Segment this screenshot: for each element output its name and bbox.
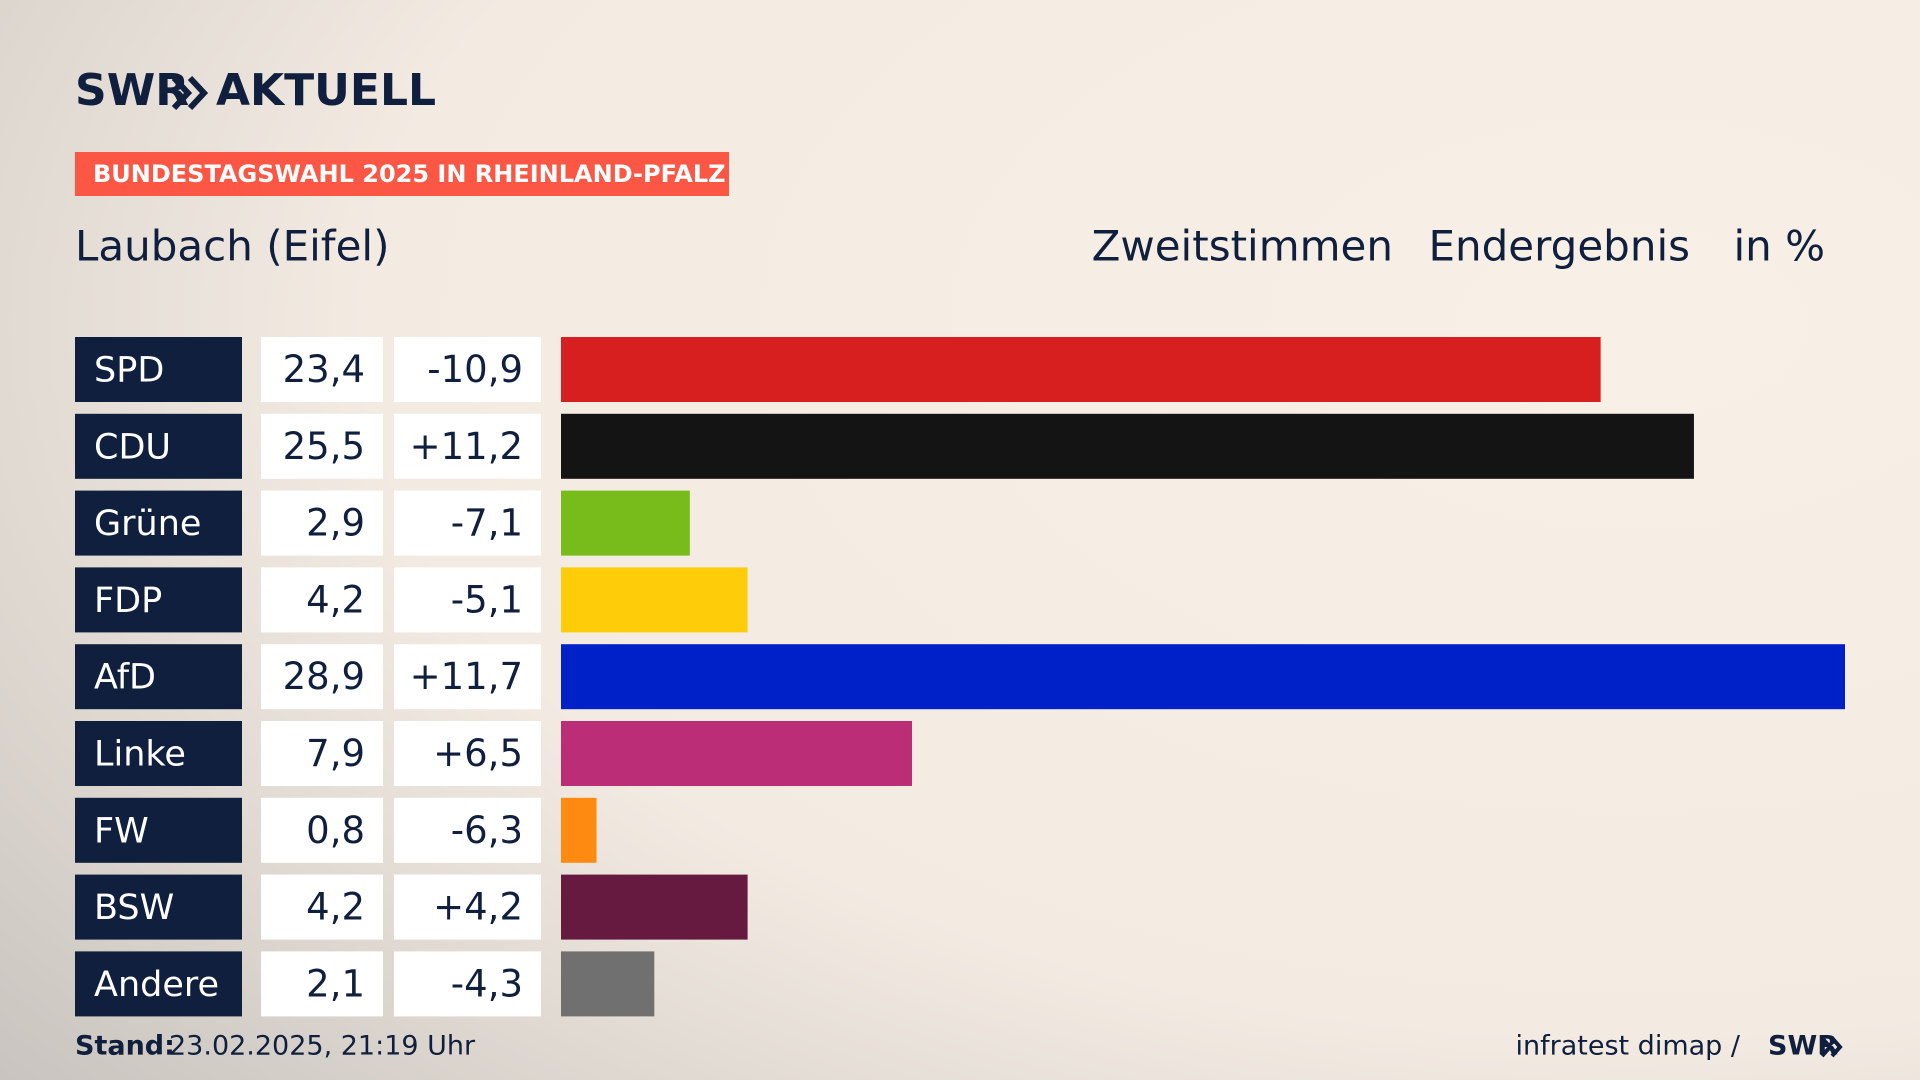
logo-chevrons [171, 75, 209, 111]
change-label: -5,1 [451, 578, 523, 621]
value-box [261, 413, 383, 479]
bar [561, 874, 748, 940]
value-label: 2,9 [306, 502, 365, 545]
change-box [394, 951, 541, 1017]
change-box [394, 567, 541, 633]
value-box [261, 874, 383, 940]
bar [561, 490, 690, 556]
value-label: 2,1 [306, 962, 365, 1005]
bar [561, 644, 1845, 710]
value-label: 7,9 [306, 732, 365, 775]
party-box [75, 721, 242, 786]
party-box [75, 567, 242, 633]
change-box [394, 337, 541, 402]
party-label: Linke [94, 735, 186, 775]
party-label: SPD [94, 351, 164, 391]
value-box [261, 951, 383, 1017]
change-box [394, 413, 541, 479]
value-box [261, 337, 383, 402]
bar [561, 721, 912, 786]
change-label: +4,2 [433, 886, 523, 929]
party-label: Grüne [94, 504, 201, 544]
change-box [394, 644, 541, 710]
badge-text: BUNDESTAGSWAHL 2025 IN RHEINLAND-PFALZ [93, 160, 726, 188]
change-box [394, 721, 541, 786]
change-box [394, 874, 541, 940]
value-label: 4,2 [306, 578, 365, 621]
value-label: 23,4 [283, 348, 365, 391]
value-box [261, 567, 383, 633]
party-box [75, 413, 242, 479]
party-box [75, 644, 242, 710]
subtitle: Zweitstimmen [1092, 222, 1393, 271]
party-box [75, 337, 242, 402]
bar [561, 413, 1694, 479]
subtitle: in % [1733, 222, 1825, 271]
bar [561, 951, 655, 1017]
change-box [394, 797, 541, 863]
value-label: 0,8 [306, 809, 365, 852]
stand-label: Stand: [75, 1031, 175, 1062]
value-label: 25,5 [283, 425, 365, 468]
bar [561, 567, 748, 633]
source: infratest dimap / [1515, 1031, 1740, 1062]
change-box [394, 490, 541, 556]
party-label: CDU [94, 427, 171, 467]
chart-title: Laubach (Eifel) [75, 222, 390, 271]
bar [561, 797, 597, 863]
party-label: FDP [94, 581, 162, 621]
logo: SWR [75, 65, 189, 116]
value-box [261, 721, 383, 786]
party-label: AfD [94, 658, 156, 698]
stand: 23.02.2025, 21:19 Uhr [169, 1031, 476, 1062]
logo-sub: AKTUELL [216, 65, 436, 116]
party-label: BSW [94, 888, 174, 928]
party-box [75, 874, 242, 940]
value-label: 4,2 [306, 886, 365, 929]
change-label: +6,5 [433, 732, 523, 775]
party-label: FW [94, 811, 149, 851]
party-box [75, 951, 242, 1017]
party-label: Andere [94, 965, 219, 1005]
change-label: +11,2 [410, 425, 523, 468]
bar [561, 337, 1601, 402]
change-label: -10,9 [427, 348, 523, 391]
change-label: -6,3 [451, 809, 523, 852]
party-box [75, 490, 242, 556]
source-chevrons [1820, 1036, 1843, 1058]
value-label: 28,9 [283, 655, 365, 698]
subtitle: Endergebnis [1428, 222, 1690, 271]
party-box [75, 797, 242, 863]
change-label: +11,7 [410, 655, 523, 698]
value-box [261, 490, 383, 556]
change-label: -7,1 [451, 502, 523, 545]
change-label: -4,3 [451, 962, 523, 1005]
badge [75, 152, 729, 196]
value-box [261, 644, 383, 710]
value-box [261, 797, 383, 863]
